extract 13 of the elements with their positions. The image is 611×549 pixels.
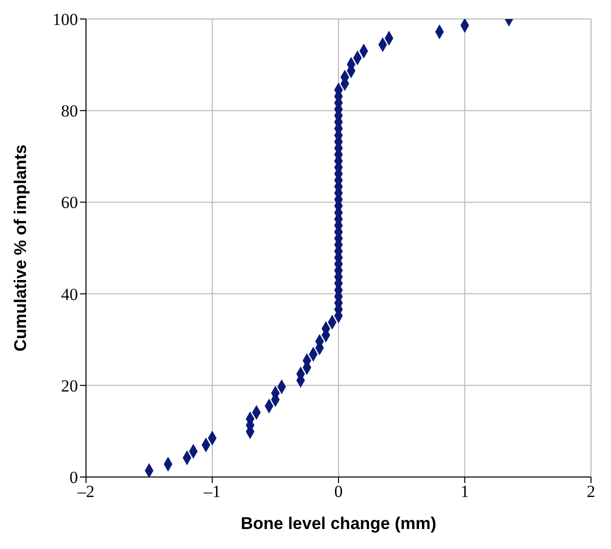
y-tick-label: 20 (61, 376, 78, 396)
y-tick-label: 60 (61, 193, 78, 212)
x-axis-title: Bone level change (mm) (240, 514, 436, 533)
y-axis-title: Cumulative % of implants (11, 144, 30, 352)
y-tick-label: 40 (61, 284, 78, 304)
y-tick-label: 80 (61, 102, 78, 121)
x-tick-label: –2 (76, 482, 94, 502)
x-tick-label: 0 (334, 482, 343, 502)
x-tick-label: 1 (460, 482, 469, 502)
y-tick-label: 0 (70, 468, 78, 488)
x-tick-label: 2 (586, 482, 596, 502)
x-tick-label: –1 (202, 482, 221, 502)
y-tick-label: 100 (52, 10, 78, 30)
